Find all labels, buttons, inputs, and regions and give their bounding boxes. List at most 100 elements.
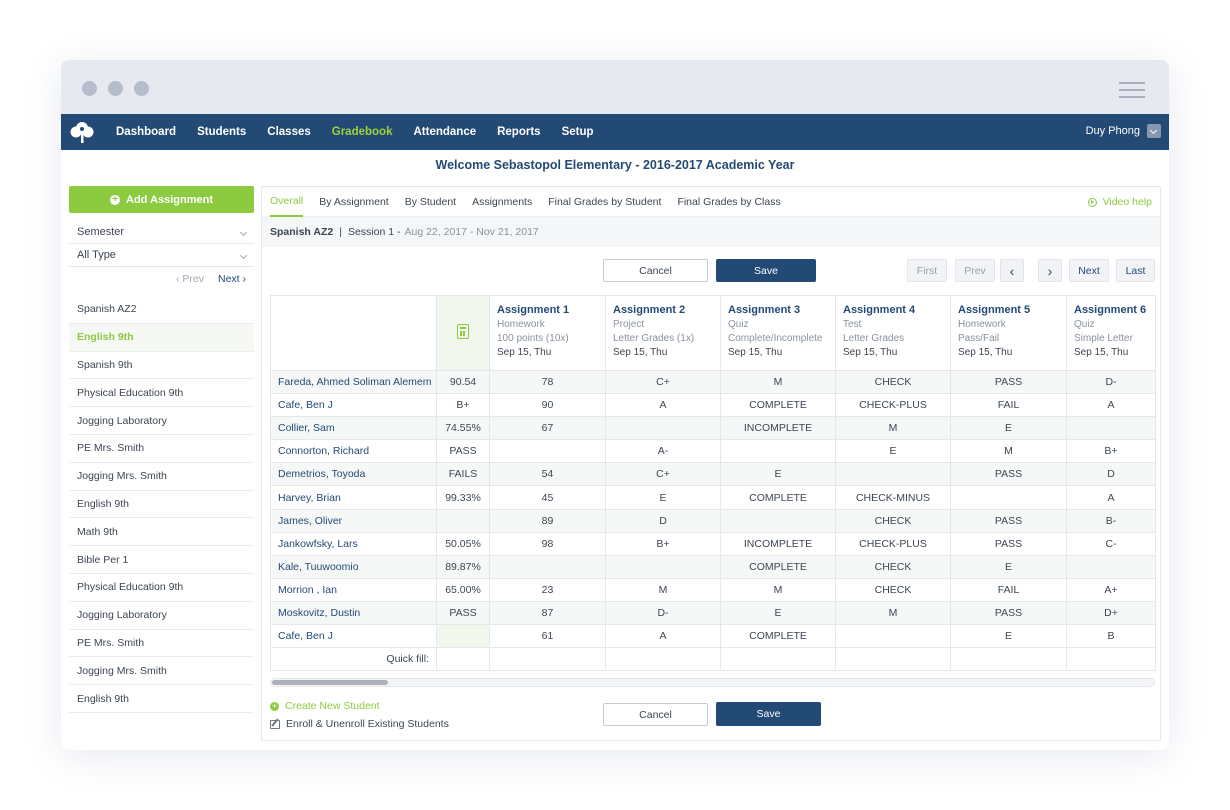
grade-cell[interactable]: 89 (489, 508, 606, 533)
sidebar-class-item[interactable]: Jogging Laboratory (69, 407, 254, 435)
assignment-header[interactable]: Assignment 4 Test Letter Grades Sep 15, Thu (835, 295, 951, 371)
grade-cell[interactable]: 23 (489, 577, 606, 602)
grade-cell[interactable]: D (605, 508, 721, 533)
user-name[interactable]: Duy Phong (1085, 125, 1140, 137)
grade-cell[interactable]: CHECK-PLUS (835, 393, 951, 418)
sidebar-class-item[interactable]: Spanish AZ2 (69, 296, 254, 324)
sidebar-class-item[interactable]: Jogging Laboratory (69, 601, 254, 630)
type-select[interactable]: All Type (69, 244, 254, 267)
grade-cell[interactable]: M (720, 577, 836, 602)
sidebar-class-item[interactable]: Math 9th (69, 518, 254, 547)
grade-cell[interactable]: A (1066, 485, 1156, 510)
grade-cell[interactable]: E (950, 624, 1067, 649)
grade-cell[interactable] (1066, 416, 1156, 441)
video-help-link[interactable]: Video help (1087, 196, 1152, 208)
create-student-link[interactable]: + Create New Student (270, 700, 449, 712)
menu-icon[interactable] (1119, 82, 1145, 100)
grade-cell[interactable]: INCOMPLETE (720, 416, 836, 441)
cancel-button-bottom[interactable]: Cancel (603, 703, 708, 726)
nav-item-dashboard[interactable]: Dashboard (116, 126, 177, 138)
sidebar-class-item[interactable]: English 9th (69, 685, 254, 713)
scrollbar-thumb[interactable] (272, 680, 388, 685)
grade-cell[interactable]: M (835, 600, 951, 626)
chevron-left-icon[interactable]: ‹ (1000, 259, 1024, 282)
sidebar-class-item[interactable]: PE Mrs. Smith (69, 434, 254, 463)
quick-fill-input[interactable] (950, 647, 1067, 672)
last-page-button[interactable]: Last (1116, 259, 1155, 282)
grade-cell[interactable]: E (720, 462, 836, 487)
grade-cell[interactable]: E (950, 554, 1067, 579)
grade-cell[interactable]: COMPLETE (720, 624, 836, 649)
grade-cell[interactable]: 45 (489, 485, 606, 510)
grade-cell[interactable]: A (605, 393, 721, 418)
nav-item-reports[interactable]: Reports (497, 126, 541, 138)
student-name-link[interactable]: Harvey, Brian (270, 485, 437, 510)
semester-select[interactable]: Semester (69, 221, 254, 244)
student-name-link[interactable]: Kale, Tuuwoomio (270, 554, 437, 579)
sidebar-class-item[interactable]: Physical Education 9th (69, 379, 254, 408)
grade-cell[interactable] (950, 485, 1067, 510)
grade-cell[interactable]: M (605, 577, 721, 602)
cancel-button[interactable]: Cancel (603, 259, 708, 282)
grade-cell[interactable]: A+ (1066, 577, 1156, 602)
grade-cell[interactable]: D- (605, 600, 721, 626)
assignment-header[interactable]: Assignment 3 Quiz Complete/Incomplete Sep 1… (720, 295, 836, 371)
chevron-right-icon[interactable]: › (1038, 259, 1062, 282)
grade-cell[interactable]: B+ (1066, 439, 1156, 464)
grade-cell[interactable]: E (605, 485, 721, 510)
grade-cell[interactable]: PASS (950, 508, 1067, 533)
grade-cell[interactable] (835, 462, 951, 487)
grade-cell[interactable]: D- (1066, 369, 1156, 395)
grade-cell[interactable]: CHECK (835, 508, 951, 533)
student-name-link[interactable]: Morrion , Ian (270, 577, 437, 602)
grade-cell[interactable]: 54 (489, 462, 606, 487)
quick-fill-input[interactable] (605, 647, 721, 672)
grade-cell[interactable]: A (1066, 393, 1156, 418)
quick-fill-input[interactable] (1066, 647, 1156, 672)
grade-cell[interactable] (605, 554, 721, 579)
sidebar-class-item[interactable]: PE Mrs. Smith (69, 629, 254, 658)
chevron-down-icon[interactable] (1147, 124, 1161, 138)
tab-overall[interactable]: Overall (270, 187, 304, 217)
tab-by-student[interactable]: By Student (404, 195, 457, 208)
tab-assignments[interactable]: Assignments (472, 195, 533, 208)
grade-cell[interactable]: A (605, 624, 721, 649)
assignment-header[interactable]: Assignment 5 Homework Pass/Fail Sep 15, Thu (950, 295, 1067, 371)
sidebar-class-item[interactable]: Physical Education 9th (69, 573, 254, 602)
grade-cell[interactable]: M (835, 416, 951, 441)
grade-cell[interactable]: M (720, 369, 836, 395)
grade-cell[interactable]: PASS (950, 369, 1067, 395)
sidebar-class-item[interactable]: Jogging Mrs. Smith (69, 657, 254, 686)
grade-cell[interactable]: C+ (605, 462, 721, 487)
student-name-link[interactable]: James, Oliver (270, 508, 437, 533)
grade-cell[interactable]: FAIL (950, 577, 1067, 602)
grade-cell[interactable]: M (950, 439, 1067, 464)
tab-final-grades-by-class[interactable]: Final Grades by Class (677, 195, 781, 208)
assignment-header[interactable]: Assignment 1 Homework 100 points (10x) Sep … (489, 295, 606, 371)
grade-cell[interactable]: C+ (605, 369, 721, 395)
sidebar-class-item[interactable]: English 9th (69, 490, 254, 519)
grade-cell[interactable]: FAIL (950, 393, 1067, 418)
nav-item-gradebook[interactable]: Gradebook (331, 126, 393, 138)
enroll-students-link[interactable]: Enroll & Unenroll Existing Students (270, 718, 449, 730)
grade-cell[interactable]: CHECK (835, 369, 951, 395)
student-name-link[interactable]: Cafe, Ben J (270, 624, 437, 649)
grade-cell[interactable]: B- (1066, 508, 1156, 533)
nav-item-students[interactable]: Students (197, 126, 247, 138)
grade-cell[interactable]: C- (1066, 531, 1156, 556)
student-name-link[interactable]: Fareda, Ahmed Soliman Alemem (270, 369, 437, 395)
tab-final-grades-by-student[interactable]: Final Grades by Student (548, 195, 662, 208)
student-name-link[interactable]: Connorton, Richard (270, 439, 437, 464)
sidebar-class-item[interactable]: Bible Per 1 (69, 546, 254, 574)
grade-cell[interactable]: PASS (950, 531, 1067, 556)
grade-cell[interactable] (720, 439, 836, 464)
grade-cell[interactable]: COMPLETE (720, 554, 836, 579)
horizontal-scrollbar[interactable] (270, 678, 1155, 687)
student-name-link[interactable]: Collier, Sam (270, 416, 437, 441)
window-close-dot[interactable] (82, 81, 97, 96)
grade-cell[interactable]: CHECK-MINUS (835, 485, 951, 510)
quick-fill-input[interactable] (720, 647, 836, 672)
grade-cell[interactable] (835, 624, 951, 649)
grade-cell[interactable]: 78 (489, 369, 606, 395)
grade-cell[interactable]: B+ (605, 531, 721, 556)
